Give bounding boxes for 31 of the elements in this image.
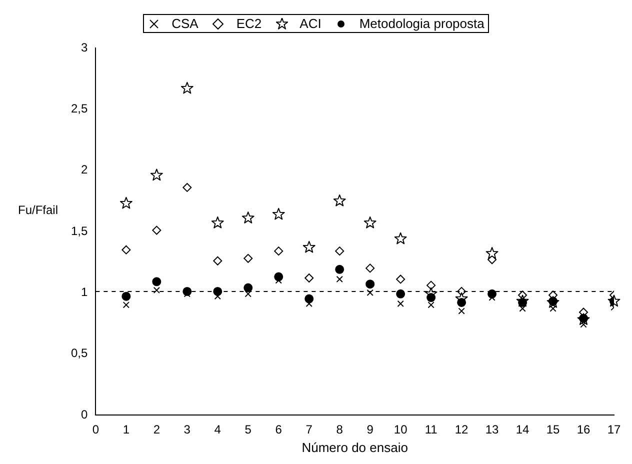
x-tick-label: 5 (244, 422, 252, 437)
x-tick-label: 7 (306, 422, 313, 437)
y-tick-label: 1 (80, 284, 88, 299)
legend-label: CSA (172, 16, 198, 31)
x-tick-label: 8 (336, 422, 344, 437)
x-tick-label: 2 (153, 422, 160, 437)
x-tick-label: 12 (454, 422, 469, 437)
y-tick-label: 3 (80, 40, 88, 54)
x-tick-label: 1 (122, 422, 130, 437)
y-tick-label: 0,5 (70, 346, 88, 360)
x-tick-label: 4 (214, 422, 222, 437)
x-tick-label: 10 (394, 422, 408, 437)
legend-label: EC2 (236, 16, 262, 31)
legend-label: Metodologia proposta (359, 16, 484, 31)
x-tick-label: 6 (275, 422, 282, 437)
x-tick-label: 0 (92, 422, 100, 437)
x-tick-label: 16 (576, 422, 591, 437)
x-tick-label: 9 (366, 422, 374, 437)
legend-label: ACI (300, 16, 322, 31)
y-tick-label: 1,5 (70, 224, 88, 238)
y-tick-label: 2 (80, 162, 88, 177)
x-tick-label: 17 (607, 422, 621, 437)
x-tick-label: 13 (485, 422, 500, 437)
y-axis-title: Fu/Ffail (16, 203, 59, 217)
x-tick-label: 3 (184, 422, 191, 437)
x-tick-label: 14 (516, 422, 530, 437)
x-axis-title: Número do ensaio (302, 440, 408, 455)
y-tick-label: 0 (80, 407, 88, 422)
y-tick-label: 2,5 (70, 101, 88, 116)
x-tick-label: 15 (546, 422, 560, 437)
x-tick-label: 11 (424, 422, 438, 437)
